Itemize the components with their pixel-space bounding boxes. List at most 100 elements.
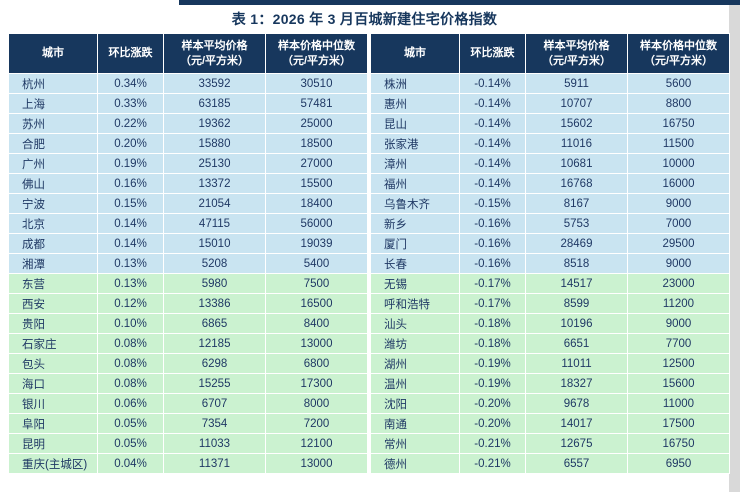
mom-change-cell: 0.13% <box>97 253 164 274</box>
mom-change-cell: -0.14% <box>459 73 526 94</box>
median-price-cell: 9000 <box>627 193 730 214</box>
median-price-cell: 25000 <box>265 113 368 134</box>
mom-change-cell: 0.05% <box>97 433 164 454</box>
avg-price-cell: 10681 <box>525 153 628 174</box>
table-row: 无锡 -0.17% 14517 23000 <box>370 273 730 294</box>
avg-price-cell: 11033 <box>163 433 266 454</box>
avg-price-cell: 6707 <box>163 393 266 414</box>
city-cell: 乌鲁木齐 <box>370 193 460 214</box>
column-header-mom-change: 环比涨跌 <box>97 33 164 74</box>
column-header-avg-price: 样本平均价格 （元/平方米） <box>525 33 628 74</box>
avg-price-cell: 8167 <box>525 193 628 214</box>
median-price-cell: 12100 <box>265 433 368 454</box>
median-price-cell: 17300 <box>265 373 368 394</box>
mom-change-cell: -0.21% <box>459 433 526 454</box>
table-row: 温州 -0.19% 18327 15600 <box>370 373 730 394</box>
mom-change-cell: 0.15% <box>97 193 164 214</box>
table-row: 东营 0.13% 5980 7500 <box>8 273 368 294</box>
table-row: 杭州 0.34% 33592 30510 <box>8 73 368 94</box>
avg-price-cell: 25130 <box>163 153 266 174</box>
city-cell: 福州 <box>370 173 460 194</box>
column-header-mom-change: 环比涨跌 <box>459 33 526 74</box>
city-cell: 成都 <box>8 233 98 254</box>
header-row: 城市 环比涨跌 样本平均价格 （元/平方米） 样本价格中位数 （元/平方米） <box>8 33 368 74</box>
table-row: 合肥 0.20% 15880 18500 <box>8 133 368 154</box>
table-row: 上海 0.33% 63185 57481 <box>8 93 368 114</box>
table-row: 银川 0.06% 6707 8000 <box>8 393 368 414</box>
city-cell: 苏州 <box>8 113 98 134</box>
mom-change-cell: -0.14% <box>459 93 526 114</box>
avg-price-cell: 13386 <box>163 293 266 314</box>
city-cell: 汕头 <box>370 313 460 334</box>
mom-change-cell: -0.16% <box>459 253 526 274</box>
mom-change-cell: 0.14% <box>97 213 164 234</box>
mom-change-cell: 0.34% <box>97 73 164 94</box>
mom-change-cell: -0.18% <box>459 333 526 354</box>
median-price-cell: 16750 <box>627 113 730 134</box>
table-row: 常州 -0.21% 12675 16750 <box>370 433 730 454</box>
table-row: 长春 -0.16% 8518 9000 <box>370 253 730 274</box>
city-cell: 潍坊 <box>370 333 460 354</box>
table-row: 乌鲁木齐 -0.15% 8167 9000 <box>370 193 730 214</box>
avg-price-cell: 8518 <box>525 253 628 274</box>
median-price-cell: 10000 <box>627 153 730 174</box>
city-cell: 湖州 <box>370 353 460 374</box>
median-price-cell: 9000 <box>627 253 730 274</box>
avg-price-cell: 33592 <box>163 73 266 94</box>
header-row: 城市 环比涨跌 样本平均价格 （元/平方米） 样本价格中位数 （元/平方米） <box>370 33 730 74</box>
median-price-cell: 13000 <box>265 333 368 354</box>
city-cell: 南通 <box>370 413 460 434</box>
median-price-cell: 6800 <box>265 353 368 374</box>
avg-price-cell: 15255 <box>163 373 266 394</box>
mom-change-cell: 0.12% <box>97 293 164 314</box>
median-price-cell: 30510 <box>265 73 368 94</box>
table-row: 沈阳 -0.20% 9678 11000 <box>370 393 730 414</box>
median-price-cell: 19039 <box>265 233 368 254</box>
median-price-cell: 13000 <box>265 453 368 474</box>
column-header-avg-price: 样本平均价格 （元/平方米） <box>163 33 266 74</box>
city-cell: 昆明 <box>8 433 98 454</box>
median-price-cell: 16750 <box>627 433 730 454</box>
median-price-cell: 18400 <box>265 193 368 214</box>
avg-price-cell: 14517 <box>525 273 628 294</box>
avg-price-cell: 12675 <box>525 433 628 454</box>
mom-change-cell: 0.10% <box>97 313 164 334</box>
right-price-table: 城市 环比涨跌 样本平均价格 （元/平方米） 样本价格中位数 （元/平方米） 株洲 -0.14… <box>370 33 730 474</box>
avg-price-cell: 6557 <box>525 453 628 474</box>
mom-change-cell: 0.08% <box>97 353 164 374</box>
avg-price-cell: 14017 <box>525 413 628 434</box>
mom-change-cell: -0.14% <box>459 153 526 174</box>
mom-change-cell: 0.08% <box>97 373 164 394</box>
city-cell: 昆山 <box>370 113 460 134</box>
avg-price-cell: 47115 <box>163 213 266 234</box>
mom-change-cell: -0.14% <box>459 113 526 134</box>
avg-price-cell: 11016 <box>525 133 628 154</box>
table-row: 漳州 -0.14% 10681 10000 <box>370 153 730 174</box>
city-cell: 新乡 <box>370 213 460 234</box>
median-price-cell: 12500 <box>627 353 730 374</box>
city-cell: 东营 <box>8 273 98 294</box>
mom-change-cell: -0.14% <box>459 133 526 154</box>
median-price-cell: 15500 <box>265 173 368 194</box>
city-cell: 银川 <box>8 393 98 414</box>
table-row: 阜阳 0.05% 7354 7200 <box>8 413 368 434</box>
avg-price-cell: 11371 <box>163 453 266 474</box>
city-cell: 惠州 <box>370 93 460 114</box>
city-cell: 重庆(主城区) <box>8 453 98 474</box>
median-price-cell: 9000 <box>627 313 730 334</box>
median-price-cell: 8400 <box>265 313 368 334</box>
city-cell: 株洲 <box>370 73 460 94</box>
avg-price-cell: 5980 <box>163 273 266 294</box>
city-cell: 西安 <box>8 293 98 314</box>
median-price-cell: 56000 <box>265 213 368 234</box>
city-cell: 北京 <box>8 213 98 234</box>
avg-price-cell: 15602 <box>525 113 628 134</box>
city-cell: 呼和浩特 <box>370 293 460 314</box>
median-price-cell: 5600 <box>627 73 730 94</box>
mom-change-cell: -0.16% <box>459 213 526 234</box>
mom-change-cell: -0.21% <box>459 453 526 474</box>
median-price-cell: 17500 <box>627 413 730 434</box>
mom-change-cell: 0.08% <box>97 333 164 354</box>
column-header-median-price: 样本价格中位数 （元/平方米） <box>627 33 730 74</box>
